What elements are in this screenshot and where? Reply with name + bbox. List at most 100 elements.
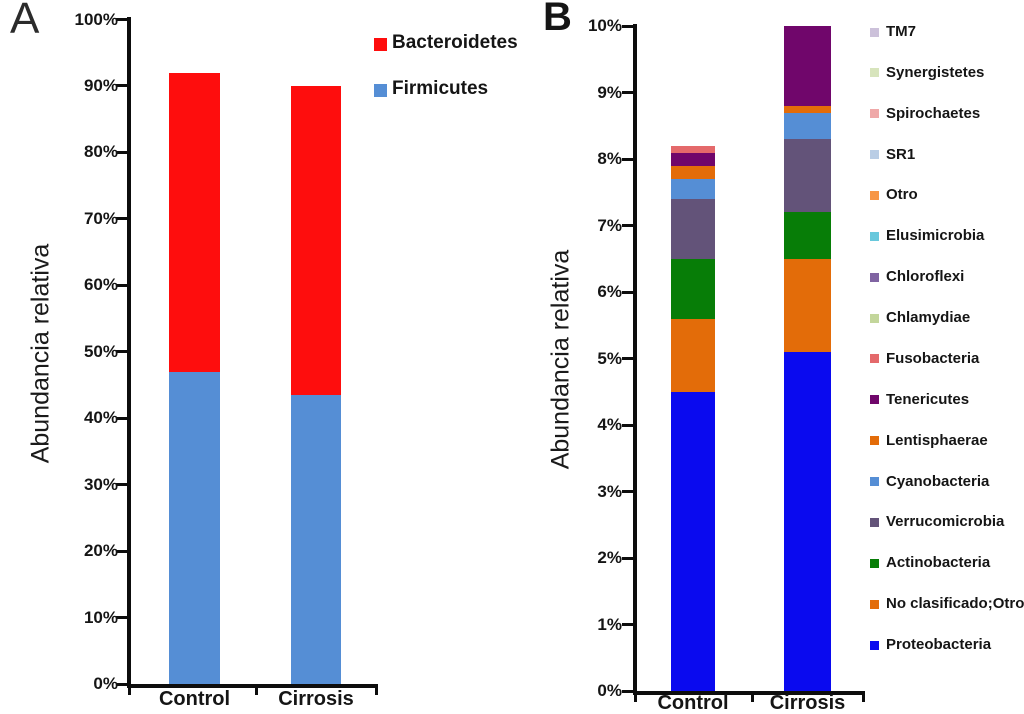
- y-tick-mark: [116, 18, 127, 21]
- x-category-label: Cirrosis: [278, 688, 354, 710]
- y-axis-line: [127, 17, 131, 688]
- y-tick-label: 6%: [597, 282, 622, 302]
- legend-label: Otro: [886, 186, 918, 204]
- legend-label: TM7: [886, 23, 916, 40]
- legend-label: No clasificado;Otro: [886, 595, 1024, 613]
- bar-segment-cirrosis-lentisphaerae: [784, 106, 831, 113]
- y-tick-mark: [116, 150, 127, 154]
- panel-a-letter: A: [10, 0, 40, 43]
- bar-segment-control-actinobacteria: [671, 259, 715, 319]
- x-category-label: Control: [158, 688, 231, 710]
- y-tick-mark: [116, 682, 127, 686]
- y-tick-mark: [622, 423, 633, 427]
- y-tick-mark: [116, 549, 127, 553]
- y-tick-mark: [622, 689, 633, 693]
- legend-label: Bacteroidetes: [392, 32, 518, 53]
- legend-label: Lentisphaerae: [886, 431, 988, 449]
- legend-label: Fusobacteria: [886, 349, 980, 367]
- x-tick-mark: [634, 695, 637, 702]
- y-tick-mark: [116, 350, 127, 354]
- bar-segment-control-firmicutes: [169, 371, 220, 684]
- legend-swatch-elusimicrobia: [870, 231, 879, 241]
- legend-label: Synergistetes: [886, 63, 985, 81]
- bar-segment-cirrosis-firmicutes: [291, 394, 341, 684]
- y-tick-mark: [622, 623, 633, 627]
- bar-segment-cirrosis-cyanobacteria: [784, 112, 831, 140]
- legend-label: Verrucomicrobia: [886, 513, 1005, 531]
- legend-swatch-firmicutes: [374, 83, 387, 97]
- y-tick-label: 8%: [597, 149, 622, 169]
- x-tick-mark: [375, 688, 378, 695]
- bar-segment-cirrosis-verrucomicrobia: [784, 139, 831, 213]
- y-tick-mark: [622, 290, 633, 294]
- x-tick-mark: [862, 695, 865, 702]
- y-tick-label: 30%: [83, 474, 118, 494]
- legend-swatch-lentisphaerae: [870, 436, 879, 446]
- y-tick-mark: [116, 483, 127, 487]
- legend-swatch-chloroflexi: [870, 272, 879, 282]
- x-tick-mark: [254, 688, 258, 695]
- x-tick-mark: [751, 695, 754, 702]
- bar-segment-control-lentisphaerae: [671, 165, 715, 180]
- y-tick-label: 90%: [83, 75, 118, 95]
- y-tick-mark: [116, 217, 127, 221]
- y-tick-label: 10%: [587, 16, 622, 36]
- x-category-label: Cirrosis: [769, 692, 846, 714]
- bar-segment-control-proteobacteria: [671, 391, 715, 691]
- y-tick-label: 9%: [597, 82, 622, 102]
- y-tick-mark: [622, 157, 633, 161]
- x-category-label: Control: [657, 692, 729, 714]
- y-tick-mark: [116, 416, 127, 420]
- y-tick-mark: [622, 224, 633, 228]
- legend-label: Proteobacteria: [886, 636, 992, 654]
- y-tick-label: 80%: [83, 142, 118, 162]
- y-tick-mark: [622, 357, 633, 361]
- y-tick-label: 60%: [83, 275, 118, 295]
- legend-swatch-otro: [870, 190, 879, 200]
- legend-label: Chlamydiae: [886, 309, 971, 327]
- y-tick-label: 2%: [597, 548, 622, 568]
- legend-swatch-verrucomicrobia: [870, 517, 879, 527]
- bar-segment-cirrosis-proteobacteria: [784, 352, 831, 691]
- y-tick-mark: [622, 24, 633, 28]
- legend-swatch-sr1: [870, 150, 879, 160]
- bar-segment-cirrosis-tenericutes: [784, 26, 831, 107]
- legend-swatch-actinobacteria: [870, 558, 879, 568]
- y-axis-line: [633, 24, 637, 695]
- legend-label: Cyanobacteria: [886, 472, 990, 490]
- y-tick-label: 40%: [83, 408, 118, 428]
- legend-swatch-no-clasificado-otro: [870, 599, 879, 609]
- y-tick-label: 100%: [74, 9, 118, 29]
- bar-segment-cirrosis-actinobacteria: [784, 212, 831, 259]
- y-tick-label: 3%: [597, 481, 622, 501]
- x-tick-mark: [128, 688, 131, 695]
- x-axis-line: [633, 691, 865, 695]
- y-tick-label: 4%: [597, 415, 622, 435]
- y-tick-label: 10%: [83, 607, 118, 627]
- bar-segment-control-tenericutes: [671, 152, 715, 166]
- legend-label: SR1: [886, 145, 916, 163]
- bar-segment-control-no-clasificado-otro: [671, 318, 715, 392]
- legend-label: Elusimicrobia: [886, 227, 985, 245]
- y-tick-label: 0%: [93, 674, 118, 693]
- y-tick-mark: [116, 283, 127, 287]
- bar-segment-control-bacteroidetes: [169, 72, 220, 372]
- legend-swatch-cyanobacteria: [870, 477, 879, 487]
- y-tick-label: 1%: [597, 614, 622, 634]
- y-tick-mark: [622, 91, 633, 95]
- y-tick-label: 70%: [83, 208, 118, 228]
- legend-label: Actinobacteria: [886, 554, 991, 572]
- legend-label: Chloroflexi: [886, 268, 965, 286]
- legend-label: Firmicutes: [392, 78, 489, 99]
- legend-label: Tenericutes: [886, 390, 970, 408]
- legend-swatch-tenericutes: [870, 395, 879, 405]
- legend-swatch-fusobacteria: [870, 354, 879, 364]
- y-tick-mark: [622, 556, 633, 560]
- panel-b-letter: B: [543, 0, 572, 39]
- y-tick-label: 20%: [83, 541, 118, 561]
- bar-segment-control-cyanobacteria: [671, 179, 715, 200]
- y-tick-mark: [116, 84, 127, 88]
